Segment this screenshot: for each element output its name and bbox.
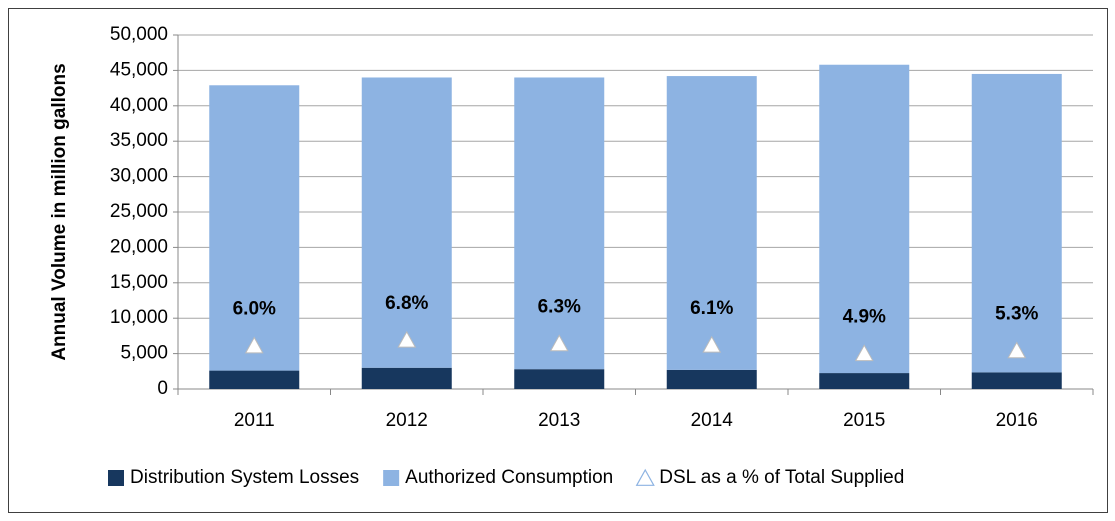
y-tick-label: 0 (157, 378, 168, 399)
y-tick-label: 35,000 (110, 130, 168, 151)
bar-segment (514, 369, 605, 389)
y-tick-label: 15,000 (110, 272, 168, 293)
data-label: 5.3% (995, 303, 1038, 324)
y-tick-label: 50,000 (110, 24, 168, 45)
bar-segment (209, 85, 300, 371)
percent-marker (1007, 341, 1027, 359)
legend-marker (635, 468, 655, 486)
y-tick-label: 45,000 (110, 59, 168, 80)
legend-swatch (108, 470, 124, 486)
data-label: 6.1% (690, 298, 733, 319)
percent-marker (397, 330, 417, 348)
percent-marker (244, 336, 264, 354)
data-label: 4.9% (843, 306, 886, 327)
x-tick-label: 2015 (843, 410, 885, 431)
x-tick-label: 2014 (691, 410, 734, 431)
y-tick-label: 20,000 (110, 236, 168, 257)
percent-marker (702, 335, 722, 353)
bar-segment (971, 372, 1062, 389)
legend-label: Authorized Consumption (405, 467, 613, 488)
percent-marker (854, 344, 874, 362)
bar-segment (361, 367, 452, 389)
y-axis-label: Annual Volume in million gallons (49, 63, 70, 360)
bar-segment (514, 77, 605, 370)
y-tick-label: 5,000 (120, 343, 168, 364)
x-tick-label: 2012 (386, 410, 428, 431)
bar-segment (819, 373, 910, 389)
bar-segment (361, 77, 452, 368)
bar-segment (819, 64, 910, 374)
legend-swatch (383, 470, 400, 486)
data-label: 6.8% (385, 293, 428, 314)
bar-segment (209, 370, 300, 389)
legend-label: DSL as a % of Total Supplied (659, 467, 904, 488)
bar-segment (666, 76, 757, 370)
data-label: 6.0% (233, 299, 276, 320)
x-tick-label: 2011 (234, 410, 275, 431)
x-tick-label: 2016 (996, 410, 1038, 431)
bar-segment (666, 369, 757, 389)
y-tick-label: 10,000 (110, 307, 168, 328)
percent-marker (549, 334, 569, 352)
legend-label: Distribution System Losses (130, 467, 359, 488)
bar-segment (971, 73, 1062, 373)
x-tick-label: 2013 (538, 410, 580, 431)
y-tick-label: 25,000 (110, 201, 168, 222)
y-tick-label: 30,000 (110, 166, 168, 187)
data-label: 6.3% (538, 296, 581, 317)
y-tick-label: 40,000 (110, 95, 168, 116)
